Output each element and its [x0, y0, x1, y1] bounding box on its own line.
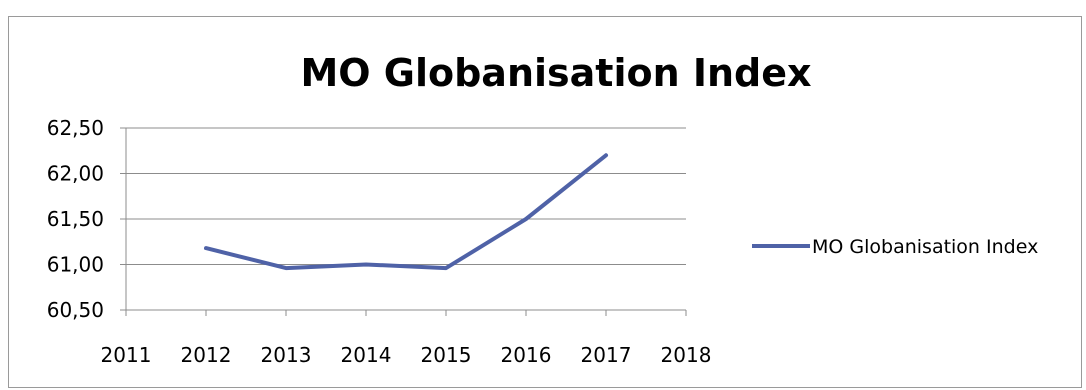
x-tick-label: 2016 [501, 343, 552, 367]
y-tick-label: 62,00 [47, 162, 104, 186]
y-tick-label: 60,50 [47, 298, 104, 322]
y-tick-label: 62,50 [47, 116, 104, 140]
x-tick-label: 2013 [261, 343, 312, 367]
x-tick-label: 2014 [341, 343, 392, 367]
series-lines [204, 153, 608, 271]
y-tick-label: 61,50 [47, 207, 104, 231]
legend: MO Globanisation Index [752, 236, 1038, 258]
series-line [204, 153, 608, 271]
legend-label: MO Globanisation Index [812, 236, 1038, 258]
x-tick-label: 2017 [581, 343, 632, 367]
axes [120, 127, 687, 316]
gridlines [126, 127, 686, 265]
tick-labels: 60,50 61,00 61,50 62,00 62,50 2011 2012 2013 201… [47, 116, 712, 367]
x-tick-label: 2015 [421, 343, 472, 367]
y-tick-label: 61,00 [47, 253, 104, 277]
x-tick-label: 2012 [181, 343, 232, 367]
chart-title: MO Globanisation Index [300, 51, 811, 95]
x-tick-label: 2018 [661, 343, 712, 367]
x-tick-label: 2011 [101, 343, 152, 367]
